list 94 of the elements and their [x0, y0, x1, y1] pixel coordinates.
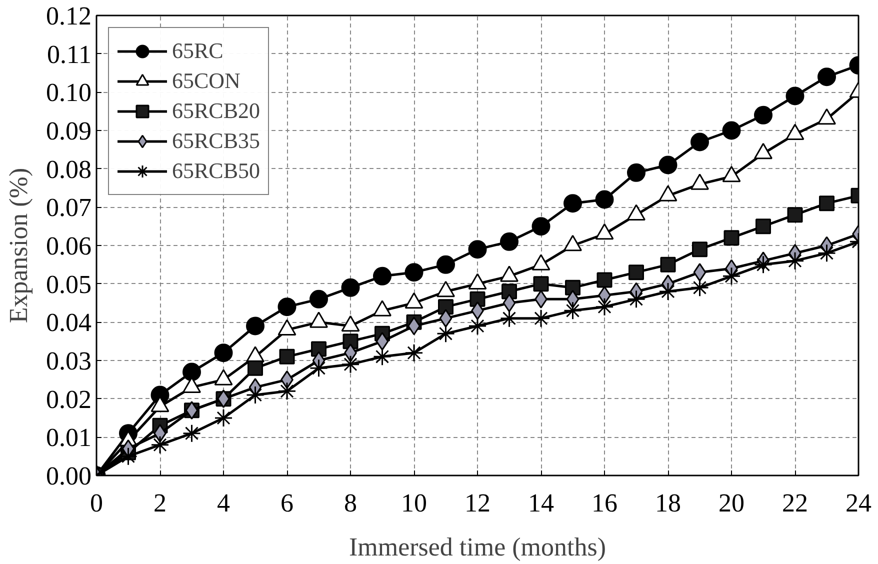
x-tick-label: 2	[154, 488, 166, 518]
point	[214, 408, 233, 428]
x-tick-label: 18	[655, 488, 681, 518]
point	[565, 280, 580, 296]
point	[502, 294, 516, 312]
legend-label: 65CON	[172, 67, 240, 95]
point	[341, 355, 360, 374]
y-tick-label: 0.12	[46, 2, 92, 30]
point	[468, 240, 487, 259]
y-tick-label: 0.03	[46, 346, 92, 376]
point	[279, 348, 295, 364]
point	[658, 156, 678, 174]
point	[658, 282, 678, 301]
point	[436, 324, 455, 343]
point	[628, 264, 644, 280]
point	[564, 301, 582, 320]
point	[310, 358, 328, 378]
point	[595, 190, 614, 209]
y-tick-label: 0.02	[46, 384, 92, 414]
x-tick-label: 24	[846, 488, 872, 518]
x-axis-title: Immersed time (months)	[348, 532, 606, 562]
point	[214, 344, 233, 362]
x-tick-label: 12	[464, 488, 490, 518]
point	[246, 386, 264, 404]
legend-label: 65RCB35	[172, 127, 260, 155]
x-tick-label: 20	[718, 488, 744, 518]
x-tick-label: 14	[528, 488, 554, 518]
point	[692, 242, 708, 258]
point	[404, 263, 424, 282]
point	[342, 334, 358, 350]
y-tick-label: 0.11	[46, 40, 92, 69]
point	[818, 244, 836, 262]
point	[468, 316, 487, 336]
point	[786, 252, 804, 270]
point	[595, 298, 614, 316]
point	[278, 298, 296, 316]
point	[341, 278, 360, 297]
point	[373, 266, 392, 286]
y-tick-label: 0.08	[46, 154, 92, 184]
point	[627, 290, 646, 308]
point	[150, 436, 170, 454]
y-tick-label: 0.00	[46, 462, 92, 490]
point	[278, 382, 296, 400]
point	[786, 86, 804, 106]
legend-label: 65RC	[172, 37, 224, 65]
point	[500, 232, 518, 251]
y-tick-label: 0.06	[46, 232, 92, 260]
point	[690, 132, 709, 152]
point	[533, 276, 549, 292]
x-tick-label: 0	[90, 488, 103, 518]
point	[470, 291, 486, 307]
point	[818, 68, 836, 86]
point	[690, 278, 709, 297]
x-tick-label: 10	[401, 488, 427, 518]
y-tick-label: 0.01	[46, 423, 92, 452]
point	[566, 290, 580, 308]
point	[722, 121, 741, 140]
x-tick-label: 8	[344, 488, 357, 518]
y-tick-label: 0.07	[46, 193, 92, 222]
point	[182, 424, 201, 443]
legend-label: 65RCB20	[172, 97, 260, 125]
y-axis-title: Expansion (%)	[4, 168, 33, 324]
point	[722, 266, 741, 286]
point	[376, 332, 389, 351]
point	[693, 263, 706, 282]
point	[756, 218, 771, 234]
x-tick-label: 22	[782, 488, 808, 518]
point	[754, 255, 772, 274]
point	[564, 194, 582, 213]
point	[660, 256, 676, 272]
x-tick-label: 4	[217, 488, 230, 518]
point	[436, 255, 455, 274]
point	[310, 290, 328, 308]
point	[404, 344, 424, 362]
y-tick-label: 0.04	[46, 308, 92, 338]
point	[119, 447, 138, 466]
point	[819, 196, 834, 212]
y-tick-label: 0.05	[46, 270, 92, 299]
y-tick-label: 0.10	[46, 78, 92, 108]
point	[246, 316, 264, 336]
point	[754, 106, 772, 124]
x-tick-label: 16	[592, 488, 618, 518]
point	[248, 360, 263, 376]
point	[439, 309, 452, 328]
point	[532, 217, 550, 236]
y-tick-label: 0.09	[46, 116, 92, 146]
point	[787, 207, 803, 223]
point	[596, 272, 612, 288]
point	[373, 347, 392, 366]
point	[724, 230, 740, 246]
legend-label: 65RCB50	[172, 157, 260, 185]
point	[182, 362, 201, 382]
x-tick-label: 6	[280, 488, 294, 518]
point	[627, 163, 646, 182]
